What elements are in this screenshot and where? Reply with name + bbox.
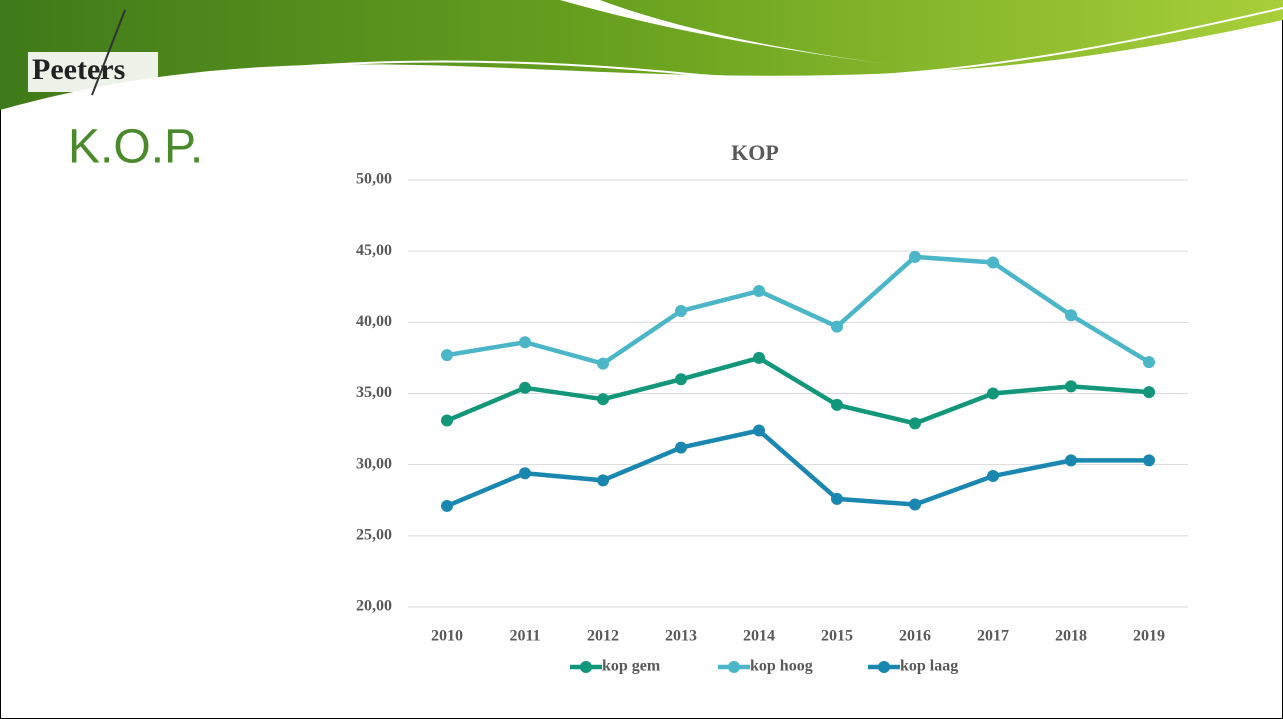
x-tick-label: 2010 bbox=[431, 628, 463, 645]
logo-feather bbox=[91, 9, 126, 96]
y-tick-label: 35,00 bbox=[356, 384, 392, 401]
header-highlight bbox=[560, 0, 950, 72]
data-point bbox=[909, 417, 921, 430]
data-point bbox=[1143, 454, 1155, 467]
data-point bbox=[1143, 356, 1155, 369]
series-line bbox=[446, 254, 1151, 366]
data-point bbox=[909, 498, 921, 511]
logo-bg bbox=[28, 52, 158, 92]
data-point bbox=[909, 250, 921, 263]
series-line bbox=[446, 355, 1150, 426]
data-point bbox=[597, 357, 609, 370]
logo: Peeters bbox=[32, 53, 125, 86]
chart-title: KOP bbox=[731, 140, 779, 165]
legend-marker bbox=[580, 661, 592, 673]
x-tick-label: 2015 bbox=[821, 628, 853, 645]
data-point bbox=[1065, 380, 1077, 393]
y-tick-label: 50,00 bbox=[356, 171, 392, 188]
legend-marker bbox=[728, 661, 740, 673]
y-tick-label: 20,00 bbox=[356, 598, 392, 615]
data-point bbox=[831, 492, 843, 505]
legend-marker bbox=[878, 661, 890, 673]
data-point bbox=[597, 474, 609, 487]
data-point bbox=[675, 441, 687, 454]
data-point bbox=[753, 424, 765, 437]
legend-label: kop laag bbox=[900, 658, 958, 675]
y-tick-label: 45,00 bbox=[356, 242, 392, 259]
x-tick-label: 2013 bbox=[665, 628, 697, 645]
data-point bbox=[597, 393, 609, 406]
data-point bbox=[519, 467, 531, 480]
series-line bbox=[446, 428, 1149, 509]
x-tick-label: 2018 bbox=[1055, 628, 1087, 645]
legend-label: kop gem bbox=[602, 658, 661, 675]
x-tick-label: 2011 bbox=[509, 628, 540, 645]
slide-title: K.O.P. bbox=[68, 121, 203, 174]
data-point bbox=[675, 304, 687, 317]
data-point bbox=[1065, 454, 1077, 467]
y-tick-label: 30,00 bbox=[356, 455, 392, 472]
data-point bbox=[987, 387, 999, 400]
data-point bbox=[519, 381, 531, 394]
y-tick-label: 40,00 bbox=[356, 313, 392, 330]
x-tick-label: 2019 bbox=[1133, 628, 1165, 645]
data-point bbox=[441, 414, 453, 427]
legend-label: kop hoog bbox=[750, 658, 813, 675]
data-point bbox=[519, 336, 531, 349]
header-swoosh bbox=[0, 0, 1283, 110]
x-tick-label: 2017 bbox=[977, 628, 1009, 645]
data-point bbox=[675, 373, 687, 386]
data-point bbox=[441, 499, 453, 512]
x-tick-label: 2012 bbox=[587, 628, 619, 645]
data-point bbox=[753, 285, 765, 298]
data-point bbox=[753, 351, 765, 364]
data-point bbox=[831, 398, 843, 411]
x-tick-label: 2016 bbox=[899, 628, 931, 645]
header-line bbox=[19, 7, 1283, 113]
y-tick-label: 25,00 bbox=[356, 527, 392, 544]
x-tick-label: 2014 bbox=[743, 628, 775, 645]
data-point bbox=[987, 470, 999, 483]
data-point bbox=[987, 256, 999, 269]
data-point bbox=[1065, 309, 1077, 322]
data-point bbox=[831, 320, 843, 333]
data-point bbox=[441, 349, 453, 362]
data-point bbox=[1143, 386, 1155, 399]
